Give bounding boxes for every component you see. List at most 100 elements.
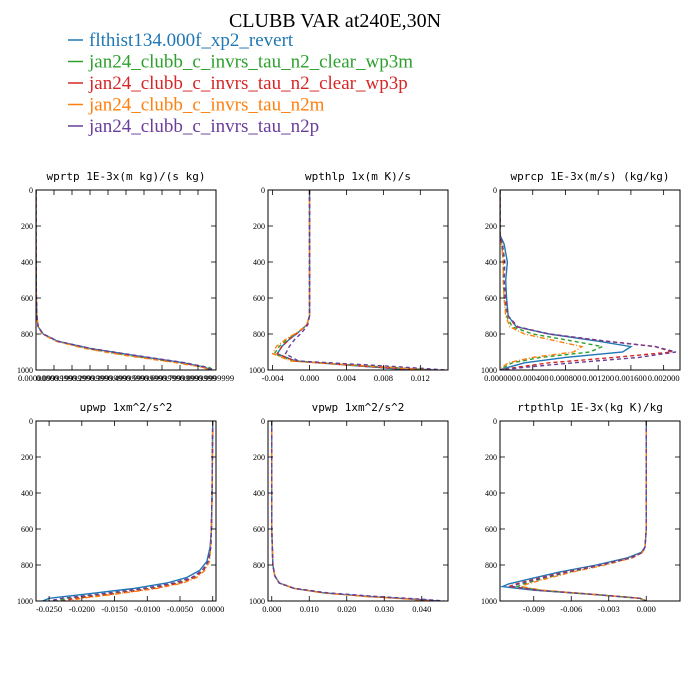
y-tick-label: 200	[21, 453, 33, 462]
y-tick-label: 800	[485, 561, 497, 570]
y-tick-label: 800	[485, 330, 497, 339]
x-tick-label: -0.006	[560, 604, 582, 614]
series-group	[42, 421, 214, 601]
panel: wprcp 1E-3x(m/s) (kg/kg) 0 200 400 600 800 100…	[481, 170, 681, 383]
x-tick-label: 0.0000000	[18, 373, 54, 383]
series-group	[500, 190, 677, 370]
y-tick-label: 0	[493, 417, 497, 426]
x-tick-label: 0.010	[300, 604, 319, 614]
x-tick-label: 0.000800	[550, 373, 582, 383]
panel-title: wprtp 1E-3x(m kg)/(s kg)	[47, 170, 206, 183]
y-tick-label: 400	[21, 258, 33, 267]
series-line	[62, 421, 214, 601]
series-line	[500, 190, 673, 370]
panel: wprtp 1E-3x(m kg)/(s kg) 0 200 400 600 800 100…	[17, 170, 234, 383]
y-tick-label: 200	[485, 453, 497, 462]
legend-entry: flthist134.000f_xp2_revert	[68, 30, 294, 51]
y-tick-label: 400	[485, 489, 497, 498]
y-tick-label: 0	[29, 417, 33, 426]
y-tick-label: 1000	[17, 597, 33, 606]
panel: upwp 1xm^2/s^2 0 200 400 600 800 1000-0.0250 -0…	[17, 401, 224, 614]
x-tick-label: 0.040	[412, 604, 431, 614]
x-tick-label: 0.5999999	[126, 373, 162, 383]
x-tick-label: 0.002000	[648, 373, 680, 383]
y-tick-label: 400	[253, 489, 265, 498]
panel-title: upwp 1xm^2/s^2	[80, 401, 173, 414]
x-tick-label: 0.000	[637, 604, 656, 614]
legend-label: jan24_clubb_c_invrs_tau_n2p	[88, 116, 319, 137]
series-line	[518, 421, 647, 601]
x-tick-label: -0.0200	[69, 604, 95, 614]
x-tick-label: 0.001600	[615, 373, 647, 383]
x-tick-label: 0.000	[300, 373, 319, 383]
panel-title: wprcp 1E-3x(m/s) (kg/kg)	[511, 170, 670, 183]
series-line	[276, 190, 412, 370]
legend-label: flthist134.000f_xp2_revert	[89, 30, 294, 51]
x-tick-label: 0.000000	[484, 373, 516, 383]
y-tick-label: 1000	[481, 366, 497, 375]
series-group	[500, 421, 647, 601]
panels: wprtp 1E-3x(m kg)/(s kg) 0 200 400 600 800 100…	[17, 170, 681, 614]
legend-entry: jan24_clubb_c_invrs_tau_n2_clear_wp3p	[68, 73, 408, 94]
series-line	[68, 421, 214, 601]
series-line	[500, 190, 633, 370]
y-tick-label: 800	[253, 330, 265, 339]
series-line	[271, 190, 430, 370]
y-tick-label: 0	[261, 417, 265, 426]
series-line	[284, 190, 447, 370]
x-tick-label: -0.003	[598, 604, 620, 614]
x-tick-label: 0.030	[375, 604, 394, 614]
legend: flthist134.000f_xp2_revertjan24_clubb_c_…	[68, 30, 413, 137]
x-tick-label: 0.0000	[201, 604, 224, 614]
y-tick-label: 600	[485, 525, 497, 534]
series-group	[36, 190, 215, 370]
y-tick-label: 1000	[481, 597, 497, 606]
y-tick-label: 400	[485, 258, 497, 267]
y-tick-label: 400	[21, 489, 33, 498]
y-tick-label: 800	[21, 561, 33, 570]
series-line	[55, 421, 214, 601]
series-line	[273, 190, 435, 370]
plot-frame	[499, 420, 681, 602]
x-tick-label: 0.020	[337, 604, 356, 614]
x-tick-label: -0.0050	[167, 604, 193, 614]
y-tick-label: 600	[21, 294, 33, 303]
series-line	[271, 421, 441, 601]
series-line	[271, 421, 437, 601]
plot-frame	[35, 420, 217, 602]
x-tick-label: 0.3999999	[90, 373, 126, 383]
series-line	[500, 190, 584, 370]
y-tick-label: 600	[253, 294, 265, 303]
plot-frame	[499, 189, 681, 371]
x-tick-label: 0.7999999	[162, 373, 198, 383]
y-tick-label: 200	[253, 453, 265, 462]
legend-label: jan24_clubb_c_invrs_tau_n2m	[88, 95, 325, 116]
y-tick-label: 600	[21, 525, 33, 534]
plot-frame	[267, 420, 449, 602]
y-tick-label: 800	[21, 330, 33, 339]
series-line	[271, 421, 434, 601]
x-tick-label: 0.2999999	[72, 373, 108, 383]
legend-label: jan24_clubb_c_invrs_tau_n2_clear_wp3p	[88, 73, 408, 94]
x-tick-label: -0.0100	[134, 604, 160, 614]
y-tick-label: 1000	[249, 366, 265, 375]
panel-title: rtpthlp 1E-3x(kg K)/kg	[517, 401, 663, 414]
y-tick-label: 0	[29, 186, 33, 195]
y-tick-label: 200	[253, 222, 265, 231]
y-tick-label: 1000	[17, 366, 33, 375]
panel-title: wpthlp 1x(m K)/s	[305, 170, 411, 183]
x-tick-label: -0.0150	[101, 604, 127, 614]
series-line	[271, 421, 445, 601]
legend-entry: jan24_clubb_c_invrs_tau_n2_clear_wp3m	[68, 52, 413, 73]
series-line	[500, 190, 677, 370]
x-tick-label: 0.004	[337, 373, 357, 383]
series-line	[36, 190, 210, 370]
series-line	[500, 190, 605, 370]
series-line	[42, 421, 214, 601]
legend-label: jan24_clubb_c_invrs_tau_n2_clear_wp3m	[88, 52, 413, 73]
panel: rtpthlp 1E-3x(kg K)/kg 0 200 400 600 800 1000 -…	[481, 401, 681, 614]
y-tick-label: 1000	[249, 597, 265, 606]
series-line	[509, 421, 647, 601]
